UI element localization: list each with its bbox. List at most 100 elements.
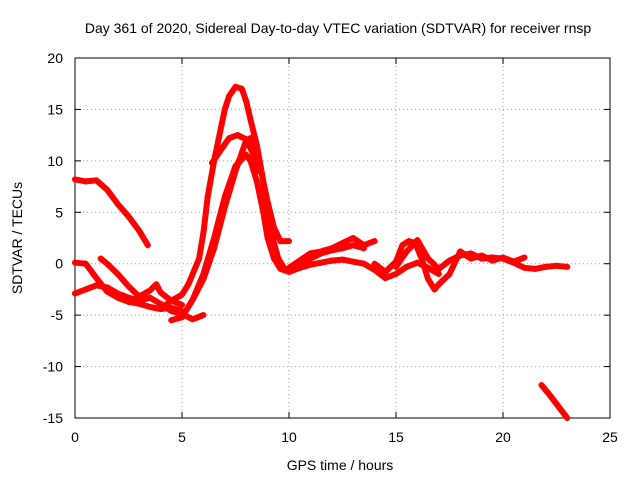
series-line-arc-13 <box>538 382 571 421</box>
data-point <box>467 250 474 257</box>
data-point <box>208 159 215 166</box>
data-point <box>168 308 175 315</box>
data-point <box>360 242 367 249</box>
data-point <box>542 263 549 270</box>
data-point <box>521 254 528 261</box>
data-point <box>350 258 357 265</box>
data-point <box>510 259 517 266</box>
data-point <box>350 235 357 241</box>
data-point <box>232 83 239 90</box>
data-point <box>200 312 207 319</box>
data-point <box>350 242 357 249</box>
data-point <box>238 149 245 156</box>
data-point <box>296 257 303 264</box>
x-tick-label: 5 <box>178 429 186 445</box>
data-point <box>168 297 175 304</box>
data-point <box>72 176 78 183</box>
data-point <box>104 284 111 291</box>
data-point <box>146 303 153 310</box>
data-point <box>189 316 196 323</box>
data-point <box>457 252 464 259</box>
series-layer <box>72 83 571 421</box>
data-point <box>403 248 410 255</box>
data-point <box>425 255 432 262</box>
data-point <box>318 248 325 255</box>
data-point <box>318 259 325 266</box>
data-point <box>286 267 292 274</box>
y-tick-label: 5 <box>55 204 63 220</box>
data-point <box>189 296 196 303</box>
data-point <box>243 136 250 143</box>
data-point <box>564 263 571 270</box>
data-point <box>538 382 545 389</box>
data-point <box>82 260 89 267</box>
data-point <box>125 283 132 290</box>
y-tick-label: -5 <box>51 307 64 323</box>
data-point <box>93 282 100 289</box>
data-point <box>144 242 151 249</box>
data-point <box>234 132 241 139</box>
data-point <box>185 281 192 288</box>
data-point <box>247 116 254 123</box>
data-point <box>211 245 218 252</box>
data-point <box>393 271 399 277</box>
data-point <box>93 177 100 184</box>
data-point <box>249 149 256 156</box>
data-point <box>328 257 335 264</box>
data-point <box>547 392 554 399</box>
grid <box>75 58 610 418</box>
data-point <box>414 237 421 244</box>
data-point <box>114 271 121 277</box>
data-point <box>500 255 506 262</box>
data-point <box>97 255 104 262</box>
x-tick-label: 20 <box>495 429 511 445</box>
data-point <box>555 403 562 410</box>
data-point <box>414 259 421 266</box>
data-point <box>382 268 389 275</box>
data-point <box>399 242 406 249</box>
data-point <box>425 276 432 283</box>
y-tick-label: -10 <box>43 359 63 375</box>
data-point <box>226 135 233 142</box>
data-point <box>435 281 442 288</box>
data-point <box>271 255 278 262</box>
y-tick-label: 20 <box>47 50 63 66</box>
data-point <box>153 281 160 288</box>
data-point <box>82 178 89 185</box>
data-point <box>104 260 111 267</box>
data-point <box>157 289 164 296</box>
data-point <box>179 301 185 308</box>
data-point <box>382 275 389 282</box>
data-point <box>232 168 239 175</box>
data-point <box>253 178 260 185</box>
y-tick-label: -15 <box>43 410 63 426</box>
y-tick-label: 10 <box>47 153 63 169</box>
data-point <box>532 265 539 272</box>
data-point <box>435 271 442 277</box>
data-point <box>478 255 485 262</box>
data-point <box>393 263 399 270</box>
data-point <box>200 229 207 236</box>
data-point <box>256 168 263 175</box>
data-point <box>564 415 571 421</box>
data-point <box>179 314 185 321</box>
data-point <box>125 213 132 220</box>
x-axis-label: GPS time / hours <box>287 457 394 473</box>
data-point <box>221 106 228 113</box>
data-point <box>307 250 314 257</box>
data-point <box>168 317 175 324</box>
data-point <box>339 240 346 247</box>
data-point <box>179 291 185 298</box>
data-point <box>114 201 121 208</box>
data-point <box>82 286 89 293</box>
data-point <box>431 286 438 293</box>
data-point <box>277 265 284 272</box>
data-point <box>217 147 224 154</box>
x-tick-label: 0 <box>71 429 79 445</box>
data-point <box>114 290 121 297</box>
series-line-arc-4 <box>97 255 185 308</box>
data-point <box>226 93 233 100</box>
y-tick-label: 15 <box>47 101 63 117</box>
data-point <box>328 245 335 252</box>
data-point <box>371 266 378 273</box>
